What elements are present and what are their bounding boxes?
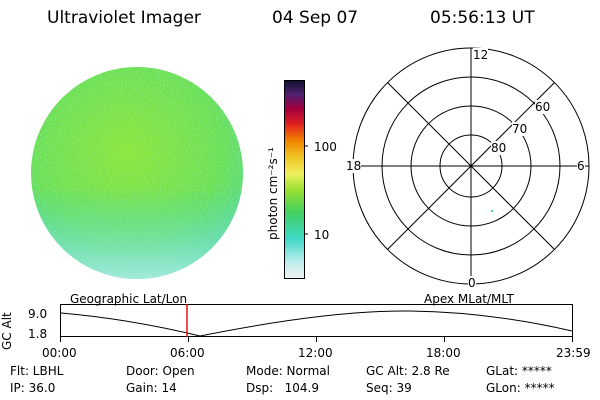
- apex-label: Apex MLat/MLT: [424, 292, 514, 306]
- mlat-label-60: 60: [535, 100, 551, 114]
- time-label: 05:56:13 UT: [430, 8, 535, 28]
- app-title: Ultraviolet Imager: [47, 8, 201, 28]
- y-tick-1-8: 1.8: [28, 327, 48, 341]
- status-ip: IP: 36.0: [10, 381, 56, 395]
- status-door: Door: Open: [126, 364, 195, 378]
- mlt-label-18: 18: [346, 159, 362, 173]
- colorbar-unit-label: photon cm⁻²s⁻¹: [266, 147, 280, 240]
- x-tick-2359: 23:59: [556, 346, 591, 360]
- y-tick-9: 9.0: [28, 307, 48, 321]
- date-label: 04 Sep 07: [272, 8, 359, 28]
- colorbar: [284, 80, 308, 279]
- geographic-label: Geographic Lat/Lon: [70, 292, 188, 306]
- mlt-label-6: 6: [577, 159, 585, 173]
- polar-plot: [352, 47, 590, 285]
- mlat-label-80: 80: [491, 141, 507, 155]
- colorbar-tick-10: 10: [314, 228, 330, 242]
- mlat-label-70: 70: [512, 122, 528, 136]
- colorbar-tick-100: 100: [314, 140, 337, 154]
- gc-alt-timeline: [60, 304, 573, 342]
- status-glat: GLat: *****: [486, 364, 552, 378]
- status-glon: GLon: *****: [486, 381, 555, 395]
- x-tick-0000: 00:00: [42, 346, 77, 360]
- x-tick-0600: 06:00: [170, 346, 205, 360]
- gc-alt-axis-title: GC Alt: [0, 312, 14, 350]
- mlt-label-0: 0: [468, 276, 476, 290]
- status-flt: Flt: LBHL: [10, 364, 64, 378]
- status-gain: Gain: 14: [126, 381, 177, 395]
- status-dsp: Dsp: 104.9: [246, 381, 319, 395]
- x-tick-1800: 18:00: [426, 346, 461, 360]
- status-seq: Seq: 39: [366, 381, 412, 395]
- mlt-label-12: 12: [473, 48, 489, 62]
- status-gc-alt: GC Alt: 2.8 Re: [366, 364, 450, 378]
- status-mode: Mode: Normal: [246, 364, 330, 378]
- x-tick-1200: 12:00: [298, 346, 333, 360]
